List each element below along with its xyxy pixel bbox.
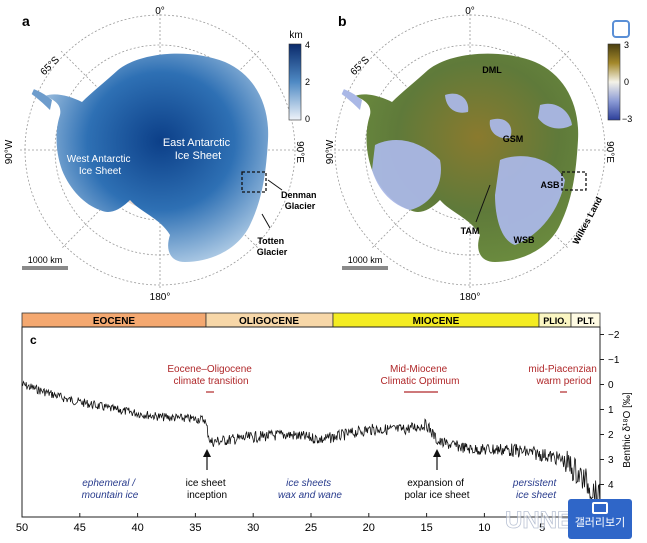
region-gsm: GSM (503, 134, 524, 144)
event-mmco: Mid-Miocene Climatic Optimum (381, 364, 460, 387)
phase-wax-wane: ice sheets wax and wane (278, 478, 342, 501)
arrow-inception-label: ice sheet inception (186, 478, 229, 501)
gallery-button-label: 갤러리보기 (574, 517, 626, 529)
arrow-inception-head (203, 449, 211, 457)
y-tick-label: −2 (608, 330, 620, 341)
epoch-label-plio: PLIO. (543, 316, 567, 326)
panel-a: a 0° 65°S 90°W (4, 6, 319, 303)
isotope-curve (21, 380, 601, 508)
region-box-b (561, 171, 587, 191)
east-sheet-label: East Antarctic Ice Sheet (163, 137, 233, 162)
panel-c: EOCENE OLIGOCENE MIOCENE PLIO. PLT. c Eo… (16, 312, 633, 534)
panel-a-map (20, 10, 300, 290)
scale-bar-a (22, 266, 68, 270)
zoom-icon[interactable] (612, 20, 630, 38)
epoch-label-oligocene: OLIGOCENE (239, 316, 299, 327)
totten-label: Totten Glacier (257, 236, 288, 257)
region-dml: DML (482, 65, 502, 75)
phase-persistent: persistent ice sheet (512, 478, 559, 501)
region-wsb: WSB (514, 235, 535, 245)
panel-b: b 0° (325, 6, 632, 303)
gallery-button[interactable]: 갤러리보기 (568, 499, 632, 539)
y-axis: −2−1012345 (600, 330, 620, 516)
lon-top-a: 0° (155, 6, 165, 17)
lon-bottom-b: 180° (460, 292, 481, 303)
y-tick-label: 0 (608, 380, 614, 391)
scale-label-a: 1000 km (28, 255, 63, 265)
x-tick-label: 10 (478, 522, 490, 534)
plot-frame (21, 326, 601, 518)
lon-top-b: 0° (465, 6, 475, 17)
region-asb: ASB (540, 180, 560, 190)
lon-left-a: 90°W (4, 139, 15, 164)
denman-leader (267, 179, 283, 191)
epoch-bar: EOCENE OLIGOCENE MIOCENE PLIO. PLT. (21, 312, 601, 328)
phase-ephemeral: ephemeral / mountain ice (82, 478, 139, 501)
x-tick-label: 35 (189, 522, 201, 534)
x-tick-label: 20 (363, 522, 375, 534)
totten-leader (261, 213, 271, 229)
y-tick-label: 4 (608, 480, 614, 491)
lon-left-b: 90°W (325, 139, 336, 164)
colorbar-a-tick-2: 0 (305, 114, 310, 124)
lon-bottom-a: 180° (150, 292, 171, 303)
lon-right-b: 90°E (604, 141, 615, 163)
panel-b-label: b (338, 13, 347, 29)
gallery-icon (592, 502, 608, 514)
x-tick-label: 30 (247, 522, 259, 534)
x-tick-label: 50 (16, 522, 28, 534)
region-box-a (241, 171, 267, 193)
arrow-expansion-label: expansion of polar ice sheet (404, 478, 469, 501)
y-tick-label: 2 (608, 430, 614, 441)
colorbar-b-tick-1: 0 (624, 77, 629, 87)
panel-a-label: a (22, 13, 30, 29)
colorbar-b-tick-0: 3 (624, 40, 629, 50)
x-tick-label: 25 (305, 522, 317, 534)
epoch-label-eocene: EOCENE (93, 316, 136, 327)
y-axis-label: Benthic δ¹⁸O [‰] (622, 392, 633, 468)
event-eot: Eocene–Oligocene climate transition (167, 364, 254, 387)
scale-bar-b (342, 266, 388, 270)
colorbar-b-tick-2: −3 (622, 114, 632, 124)
tam-leader (475, 184, 491, 223)
colorbar-b (607, 43, 621, 121)
arrow-expansion-head (433, 449, 441, 457)
denman-label: Denman Glacier (281, 190, 319, 211)
x-tick-label: 5 (539, 522, 545, 534)
panel-c-label: c (30, 333, 37, 347)
region-tam: TAM (461, 226, 480, 236)
colorbar-a-tick-0: 4 (305, 40, 310, 50)
west-sheet-label: West Antarctic Ice Sheet (67, 154, 134, 177)
colorbar-a (288, 43, 302, 121)
epoch-label-miocene: MIOCENE (413, 316, 460, 327)
colorbar-a-tick-1: 2 (305, 77, 310, 87)
x-tick-label: 40 (131, 522, 143, 534)
scale-label-b: 1000 km (348, 255, 383, 265)
x-tick-label: 45 (74, 522, 86, 534)
colorbar-a-unit: km (289, 30, 302, 41)
event-mpwp: mid-Piacenzian warm period (528, 364, 599, 387)
y-tick-label: −1 (608, 355, 620, 366)
lon-right-a: 90°E (294, 141, 305, 163)
y-tick-label: 1 (608, 405, 614, 416)
epoch-label-plt: PLT. (577, 316, 595, 326)
panel-b-map (330, 10, 610, 290)
x-tick-label: 15 (420, 522, 432, 534)
y-tick-label: 3 (608, 455, 614, 466)
